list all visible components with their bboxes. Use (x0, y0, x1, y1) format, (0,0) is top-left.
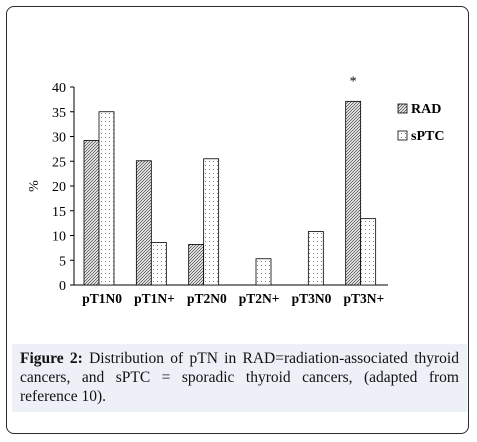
bar-sptc-pt2n0 (203, 158, 220, 286)
caption-text: Distribution of pTN in RAD=radiation-ass… (20, 350, 459, 405)
y-tick-label: 10 (52, 230, 66, 245)
x-category-label: pT1N+ (134, 291, 175, 306)
caption-label: Figure 2: (20, 350, 83, 367)
axes-layer (70, 86, 388, 286)
y-tick-label: 20 (52, 180, 66, 195)
bar-chart: 0 5 10 15 20 25 30 35 40% pT1N0 pT1N+ pT2N0 pT2N+ pT3… (27, 74, 444, 306)
y-axis-label: % (27, 180, 42, 192)
bar-sptc-pt1n0 (98, 111, 115, 286)
bar-rad-pt3nplus (345, 100, 362, 286)
y-tick-label: 15 (52, 205, 66, 220)
x-category-label: pT3N0 (292, 291, 332, 306)
significance-asterisk: * (350, 74, 357, 89)
x-category-label: pT2N+ (239, 291, 280, 306)
bar-sptc-pt3nplus (360, 218, 377, 286)
bar-rad-pt1n0 (83, 140, 100, 286)
legend-swatch-sptc (397, 130, 408, 141)
bars-layer (83, 100, 377, 286)
legend-swatch-rad (397, 103, 408, 114)
legend-label-sptc: sPTC (411, 129, 444, 144)
y-tick-label: 40 (52, 81, 66, 96)
y-tick-label: 5 (59, 254, 66, 269)
bar-sptc-pt1nplus (150, 242, 167, 286)
y-tick-label: 30 (52, 131, 66, 146)
y-tick-label: 0 (59, 279, 66, 294)
y-tick-label: 25 (52, 155, 66, 170)
y-tick-label: 35 (52, 106, 66, 121)
x-category-label: pT2N0 (187, 291, 227, 306)
legend-label-rad: RAD (411, 102, 441, 117)
bar-rad-pt2n0 (188, 244, 205, 286)
x-category-label: pT3N+ (343, 291, 384, 306)
bar-sptc-pt3n0 (307, 231, 324, 286)
legend: RAD sPTC (397, 102, 444, 144)
labels-layer: 0 5 10 15 20 25 30 35 40% pT1N0 pT1N+ pT2N0 pT2N+ pT3… (27, 74, 384, 306)
figure-caption: Figure 2: Distribution of pTN in RAD=rad… (12, 344, 467, 412)
bar-sptc-pt2nplus (255, 258, 272, 286)
bar-rad-pt1nplus (135, 160, 152, 286)
x-category-label: pT1N0 (82, 291, 122, 306)
